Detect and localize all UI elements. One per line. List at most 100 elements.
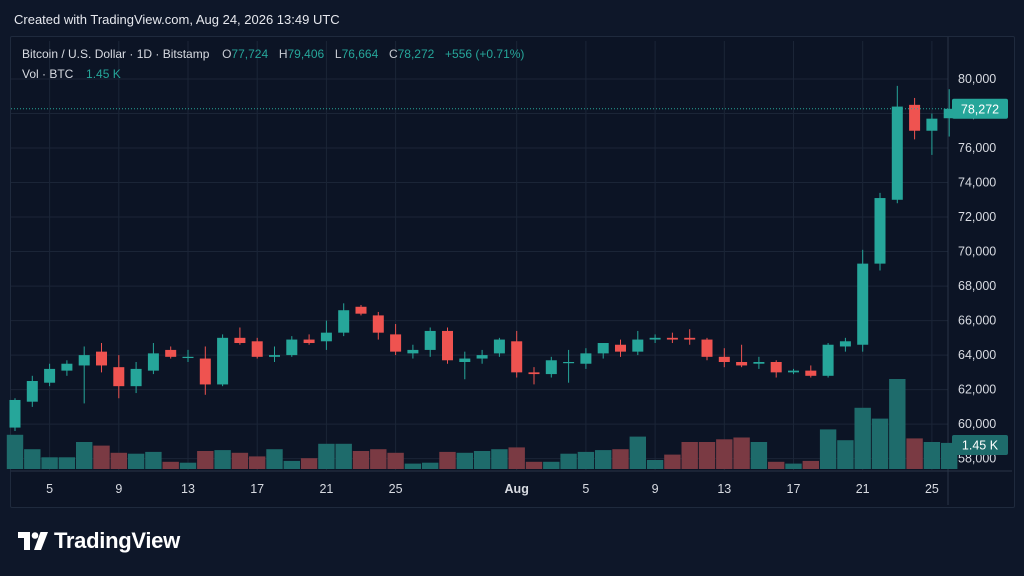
price-tick-label: 76,000: [958, 141, 996, 155]
candle-body[interactable]: [320, 332, 332, 342]
candle-body[interactable]: [390, 334, 402, 352]
candle-body[interactable]: [528, 372, 540, 375]
volume-bar: [76, 442, 93, 469]
candle-body[interactable]: [303, 339, 315, 344]
candle-body[interactable]: [269, 355, 280, 357]
candle-body[interactable]: [476, 355, 488, 359]
candle-body[interactable]: [511, 341, 523, 373]
candle-body[interactable]: [493, 339, 505, 354]
candle-body[interactable]: [615, 344, 626, 352]
volume-bar: [24, 449, 41, 469]
candle-body[interactable]: [286, 339, 298, 356]
candle-body[interactable]: [113, 367, 125, 387]
candle-body[interactable]: [666, 337, 678, 340]
volume-bar: [110, 452, 127, 469]
candle-body[interactable]: [182, 356, 194, 359]
volume-label[interactable]: Vol · BTC: [22, 67, 74, 81]
candle-body[interactable]: [78, 355, 90, 366]
volume-bar: [698, 442, 716, 469]
candle-body[interactable]: [805, 370, 817, 376]
candle-body[interactable]: [199, 358, 211, 385]
price-tick-label: 80,000: [958, 72, 996, 86]
volume-bar: [387, 452, 404, 469]
candle-body[interactable]: [649, 337, 661, 340]
time-tick-label: 21: [856, 482, 870, 496]
candle-body[interactable]: [61, 363, 73, 371]
candle-body[interactable]: [857, 263, 869, 345]
candle-body[interactable]: [563, 362, 575, 364]
candle-body[interactable]: [943, 108, 955, 119]
candle-body[interactable]: [251, 341, 263, 357]
volume-bar: [716, 439, 733, 469]
candle-body[interactable]: [684, 337, 696, 340]
candle-body[interactable]: [545, 360, 557, 375]
symbol-label[interactable]: Bitcoin / U.S. Dollar · 1D · Bitstamp: [22, 47, 210, 61]
candle-body[interactable]: [459, 358, 471, 362]
candle-body[interactable]: [701, 339, 713, 357]
candle-body[interactable]: [442, 330, 453, 361]
chart-panel[interactable]: [10, 36, 1015, 508]
price-tick-label: 74,000: [958, 176, 996, 190]
candle-body[interactable]: [355, 306, 367, 314]
candle-body[interactable]: [632, 339, 644, 352]
volume-bar: [750, 442, 768, 469]
volume-bar: [508, 447, 525, 469]
candle-body[interactable]: [788, 370, 799, 373]
candle-body[interactable]: [407, 349, 419, 354]
change-value: +556 (+0.71%): [445, 47, 525, 61]
candle-body[interactable]: [926, 118, 938, 131]
candle-body[interactable]: [770, 362, 782, 373]
candle-body[interactable]: [9, 399, 21, 428]
price-tick-label: 62,000: [958, 383, 996, 397]
price-tick-label: 70,000: [958, 245, 996, 259]
candle-body[interactable]: [718, 356, 730, 362]
candle-body[interactable]: [839, 341, 851, 347]
candle-body[interactable]: [597, 343, 609, 354]
time-tick-label: 25: [925, 482, 939, 496]
volume-bar: [473, 451, 491, 469]
candle-body[interactable]: [822, 344, 834, 376]
candle-body[interactable]: [372, 315, 384, 333]
candle-body[interactable]: [338, 310, 350, 333]
candle-body[interactable]: [44, 368, 56, 383]
candle-body[interactable]: [217, 337, 229, 385]
volume-bar: [231, 452, 249, 469]
candle-body[interactable]: [424, 330, 436, 350]
candle-body[interactable]: [96, 351, 107, 366]
volume-bar: [318, 443, 335, 469]
candle-body[interactable]: [147, 353, 159, 371]
candle-body[interactable]: [891, 106, 903, 200]
volume-badge: [952, 435, 1008, 455]
volume-bar: [145, 451, 162, 469]
candle-body[interactable]: [26, 380, 38, 402]
volume-bar: [335, 443, 352, 469]
candle-body[interactable]: [165, 349, 177, 357]
volume-bar: [93, 445, 110, 469]
volume-bar: [785, 463, 802, 469]
volume-bar: [404, 463, 422, 469]
high-value: 79,406: [287, 47, 325, 61]
candle-body[interactable]: [753, 362, 765, 364]
volume-bar: [543, 461, 560, 469]
candle-body[interactable]: [580, 353, 592, 364]
volume-bar: [768, 461, 785, 469]
volume-value: 1.45 K: [86, 67, 121, 81]
candle-body[interactable]: [909, 104, 921, 131]
candle-body[interactable]: [130, 368, 142, 387]
chart-legend: Bitcoin / U.S. Dollar · 1D · Bitstamp O7…: [22, 44, 524, 84]
created-with-caption: Created with TradingView.com, Aug 24, 20…: [14, 12, 340, 27]
volume-bar: [819, 429, 837, 469]
last-price-badge: [952, 98, 1008, 119]
candle-body[interactable]: [874, 198, 886, 264]
low-label: L: [334, 47, 342, 61]
volume-bar: [646, 460, 664, 469]
volume-bar: [214, 450, 231, 469]
tradingview-wordmark: TradingView: [54, 528, 180, 553]
time-tick-label: 25: [389, 482, 403, 496]
tradingview-logo[interactable]: TradingView: [18, 528, 180, 554]
candle-body[interactable]: [736, 362, 748, 366]
time-tick-label: 9: [115, 482, 122, 496]
candle-body[interactable]: [234, 337, 246, 344]
time-tick-label: 13: [717, 482, 731, 496]
